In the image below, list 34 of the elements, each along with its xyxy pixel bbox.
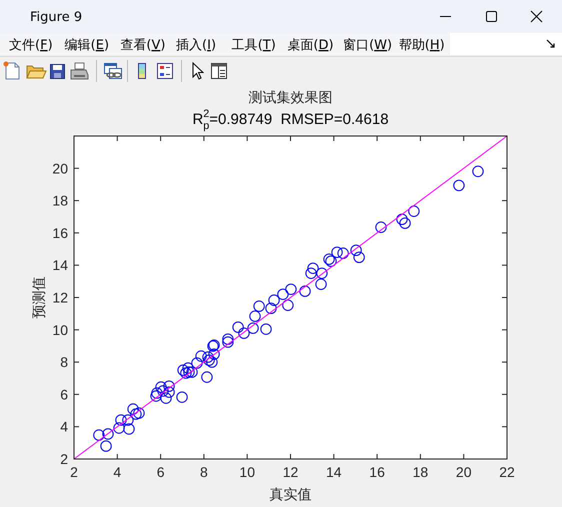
chart-title: 测试集效果图 xyxy=(248,90,332,106)
x-tick-label: 4 xyxy=(113,464,122,480)
x-tick-label: 10 xyxy=(239,464,256,480)
x-tick-label: 14 xyxy=(326,464,342,480)
x-tick-label: 2 xyxy=(70,464,78,480)
x-tick-label: 22 xyxy=(499,464,515,480)
text: 文件(F) xyxy=(9,38,53,53)
y-tick-label: 16 xyxy=(52,224,68,241)
y-tick-label: 20 xyxy=(52,160,68,176)
y-tick-label: 18 xyxy=(52,192,68,209)
y-tick-label: 12 xyxy=(52,290,68,306)
x-tick-label: 16 xyxy=(369,464,386,480)
x-tick-label: 8 xyxy=(200,464,208,480)
text: 工具(T) xyxy=(232,38,276,53)
y-tick-label: 6 xyxy=(60,386,68,402)
caption: Figure 9 xyxy=(30,10,82,25)
y-tick-label: 4 xyxy=(60,418,68,435)
text: 编辑(E) xyxy=(64,38,110,53)
y-tick-label: 8 xyxy=(60,354,68,370)
y-tick-label: 2 xyxy=(60,451,68,467)
x-tick-label: 12 xyxy=(282,464,298,480)
x-axis-title: 真实值 xyxy=(270,487,312,503)
x-tick-label: 20 xyxy=(456,464,472,480)
text: 帮助(H) xyxy=(398,38,445,53)
text: 桌面(D) xyxy=(287,38,334,53)
y-axis-title: 预测值 xyxy=(32,276,48,318)
y-tick-label: 14 xyxy=(52,257,68,274)
x-tick-label: 6 xyxy=(156,464,165,480)
text: 插入(I) xyxy=(176,38,216,53)
chart-subtitle: R$_{p}$$^{2}$=0.98749 RMSEP=0.4618 xyxy=(192,108,389,132)
text: 查看(V) xyxy=(120,38,166,53)
y-tick-label: 10 xyxy=(52,322,68,338)
x-tick-label: 18 xyxy=(412,464,428,480)
text: 窗口(W) xyxy=(343,37,392,53)
